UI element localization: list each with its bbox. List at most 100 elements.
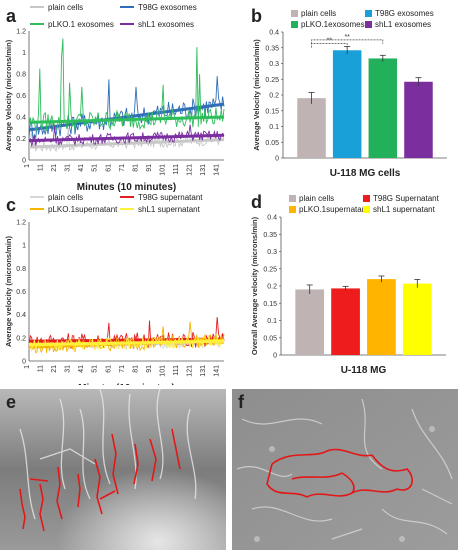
x-tick-label: 61 [105, 164, 112, 172]
x-tick-label: 41 [78, 365, 85, 373]
y-tick-label: 0 [273, 353, 277, 360]
y-tick-label: 0.4 [269, 30, 279, 37]
x-tick-label: 31 [65, 164, 72, 172]
bar [402, 283, 432, 355]
significance-label: ** [327, 38, 333, 45]
y-tick-label: 1 [22, 50, 26, 57]
x-axis-title: U-118 MG cells [330, 168, 401, 179]
x-tick-label: 101 [159, 365, 166, 377]
x-tick-label: 1 [24, 164, 31, 168]
y-axis-title: Overall Average velocity (microns/min) [250, 216, 259, 355]
series-line [28, 321, 225, 354]
bar [331, 288, 360, 355]
legend-swatch [291, 10, 298, 17]
legend-swatch [291, 21, 298, 28]
legend-label: shL1 supernatant [373, 205, 436, 214]
bar-chart-d: 0 0.05 0.1 0.15 0.2 0.25 0.3 0.35 0.4 Overall Ave… [250, 194, 446, 376]
panel-label-f: f [238, 392, 245, 412]
legend-label: plain cells [48, 3, 83, 12]
y-tick-label: 0.2 [269, 93, 279, 100]
y-tick-label: 1.2 [16, 220, 26, 227]
y-tick-label: 0.2 [16, 136, 26, 143]
y-tick-label: 0.3 [269, 61, 279, 68]
bar [332, 50, 362, 158]
x-tick-label: 101 [159, 164, 166, 176]
legend-swatch [289, 195, 296, 202]
y-tick-label: 0.05 [265, 140, 279, 147]
line-chart-c: 00.20.40.60.811.21 11 21 31 41 51 61 71 81 91 101 1… [4, 193, 225, 385]
x-axis-title: U-118 MG [341, 365, 387, 376]
legend-label: pLKO.1exosomes [301, 20, 365, 29]
trend-line [28, 133, 225, 143]
micrograph-e [0, 389, 226, 550]
x-tick-label: 111 [173, 365, 180, 376]
x-tick-label: 21 [51, 365, 58, 373]
legend-label: shL1 exosomes [138, 20, 194, 29]
x-tick-label: 141 [214, 365, 221, 377]
y-tick-label: 0.35 [263, 232, 277, 239]
x-tick-label: 141 [214, 164, 221, 176]
y-tick-label: 0 [22, 158, 26, 165]
series-line [28, 38, 225, 133]
y-tick-label: 0.6 [16, 289, 26, 296]
x-tick-label: 121 [187, 365, 194, 377]
x-tick-label: 81 [132, 164, 139, 172]
y-tick-label: 0.4 [16, 115, 26, 122]
line-chart-a: 00.20.40.60.811.21 11 21 31 41 51 61 71 81 91 101 1… [4, 3, 225, 193]
bar-chart-b: 0 0.05 0.1 0.15 0.2 0.25 0.3 0.35 0.4 ** ** Average… [252, 9, 447, 179]
y-tick-label: 0.4 [16, 312, 26, 319]
legend-label: T98G Supernatant [373, 194, 440, 203]
significance-bracket [311, 39, 384, 44]
y-tick-label: 0.8 [16, 266, 26, 273]
x-tick-label: 51 [92, 164, 99, 172]
legend-label: pLKO.1supernatant [299, 205, 369, 214]
y-tick-label: 0 [22, 359, 26, 366]
x-axis-title: Minutes(10 minutes) [78, 383, 175, 385]
x-tick-label: 11 [38, 365, 45, 372]
panel-label-b: b [251, 6, 262, 26]
bar [367, 279, 396, 355]
x-tick-label: 41 [78, 164, 85, 172]
legend-label: plain cells [301, 9, 336, 18]
y-tick-label: 0.1 [267, 318, 277, 325]
legend-label: shL1 supernatant [138, 205, 201, 214]
x-tick-label: 31 [65, 365, 72, 373]
panel-label-e-overlay: e [6, 392, 16, 412]
legend-swatch [365, 10, 372, 17]
x-tick-label: 51 [92, 365, 99, 373]
legend-label: plain cells [48, 193, 83, 202]
y-axis-title: Average Velocity (microns/min) [4, 39, 13, 151]
legend-swatch [365, 21, 372, 28]
y-tick-label: 0.35 [265, 45, 279, 52]
legend-label: shL1 exosomes [375, 20, 431, 29]
x-tick-label: 71 [119, 365, 126, 373]
y-tick-label: 0.1 [269, 124, 279, 131]
x-tick-label: 131 [200, 365, 207, 377]
legend-label: T98G supernatant [138, 193, 203, 202]
x-tick-label: 81 [132, 365, 139, 373]
x-tick-label: 91 [146, 365, 153, 373]
y-tick-label: 0.15 [265, 108, 279, 115]
y-tick-label: 0.25 [265, 77, 279, 84]
y-tick-label: 0.6 [16, 93, 26, 100]
y-tick-label: 0.4 [267, 215, 277, 222]
trend-line [28, 102, 225, 132]
legend-label: T98G exosomes [138, 3, 197, 12]
x-tick-label: 131 [200, 164, 207, 176]
figure-canvas: 00.20.40.60.811.21 11 21 31 41 51 61 71 81 91 101 1… [4, 3, 447, 385]
x-tick-label: 11 [38, 164, 45, 171]
legend-swatch [289, 206, 296, 213]
panel-label-e: e [6, 392, 16, 412]
y-tick-label: 0.2 [16, 335, 26, 342]
trend-line [28, 115, 225, 124]
y-axis-title: Average Velocity (microns/min) [252, 39, 261, 151]
bar [297, 98, 326, 158]
trend-line [28, 138, 225, 149]
y-tick-label: 0.2 [267, 284, 277, 291]
panel-label-f-overlay: f [238, 392, 245, 412]
bar [295, 289, 325, 355]
x-tick-label: 61 [105, 365, 112, 373]
panel-label-a: a [6, 6, 17, 26]
trend-line [28, 339, 225, 347]
legend-label: pLKO.1supernatant [48, 205, 118, 214]
